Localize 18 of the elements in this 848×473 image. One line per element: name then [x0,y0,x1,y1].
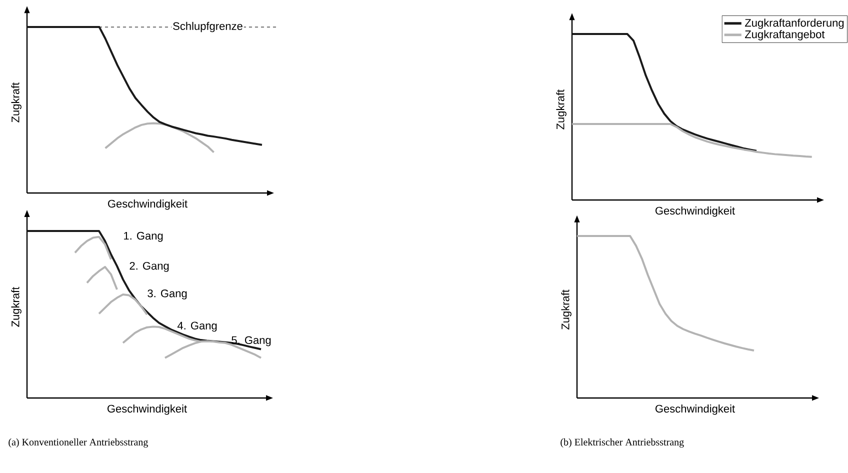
series-label: 4. Gang [177,322,217,332]
y-axis-title: Zugkraft [11,286,22,327]
series-label: 1. Gang [124,232,163,242]
y-axis-title: Zugkraft [11,82,22,122]
legend-label: Zugkraftangebot [744,30,825,40]
y-axis-title: Zugkraft [556,89,566,130]
series-label: 2. Gang [130,262,169,272]
y-axis-title: Zugkraft [561,290,572,330]
series-label: 3. Gang [148,289,187,300]
legend-label: Zugkraftanforderung [744,18,844,29]
x-axis-title: Geschwindigkeit [108,200,188,210]
x-axis-title: Geschwindigkeit [108,404,187,415]
x-axis-title: Geschwindigkeit [656,206,735,217]
text: (a) Konventioneller Antriebsstrang [8,438,148,448]
series-label: 5. Gang [232,336,271,346]
ref-line-label: Schlupfgrenze [173,22,242,32]
text: (b) Elektrischer Antriebsstrang [560,438,684,448]
x-axis-title: Geschwindigkeit [656,404,735,415]
